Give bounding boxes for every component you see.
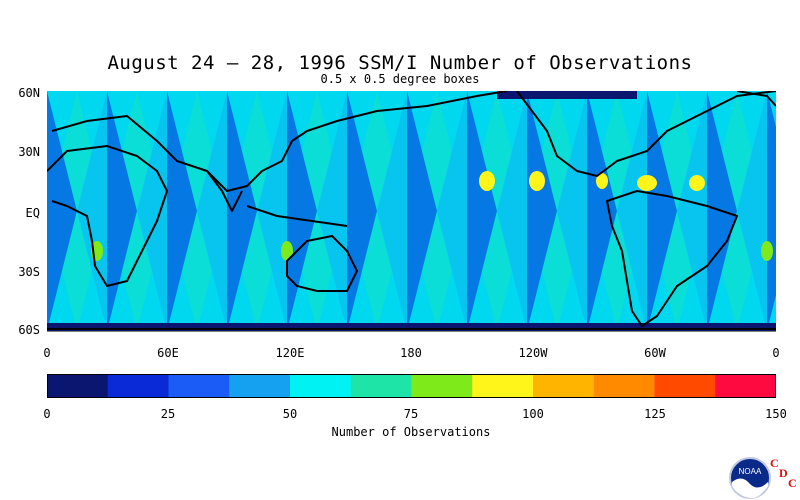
lon-label-120e: 120E <box>275 346 305 360</box>
lat-label-eq: EQ <box>25 206 40 220</box>
observation-map <box>47 91 776 331</box>
swath-pattern <box>47 91 776 331</box>
india-outline <box>206 170 243 212</box>
colorbar-segment <box>593 374 655 398</box>
indonesia-outline <box>246 205 348 227</box>
lon-label-120w: 120W <box>518 346 548 360</box>
colorbar-tick-50: 50 <box>282 407 298 421</box>
australia-outline <box>286 235 358 292</box>
colorbar-segment <box>533 374 595 398</box>
colorbar-segment <box>290 374 352 398</box>
lat-label-30n: 30N <box>18 145 40 159</box>
africa-outline <box>47 145 168 287</box>
high-count-spots <box>91 171 773 261</box>
cdc-logo-c2: C <box>788 476 797 490</box>
colorbar-segment <box>107 374 169 398</box>
coastlines <box>47 91 776 330</box>
colorbar <box>47 374 776 398</box>
lon-label-0: 0 <box>43 346 51 360</box>
lon-label-0-east: 0 <box>772 346 780 360</box>
lat-label-60n: 60N <box>18 86 40 100</box>
colorbar-tick-75: 75 <box>403 407 419 421</box>
noaa-logo-text: NOAA <box>739 467 762 476</box>
cdc-logo-d: D <box>779 466 788 480</box>
map-title: August 24 – 28, 1996 SSM/I Number of Obs… <box>107 52 693 74</box>
map-subtitle: 0.5 x 0.5 degree boxes <box>320 72 480 86</box>
colorbar-segment <box>47 374 109 398</box>
colorbar-tick-0: 0 <box>43 407 51 421</box>
colorbar-segment <box>472 374 534 398</box>
colorbar-segment <box>654 374 716 398</box>
colorbar-segment <box>411 374 473 398</box>
lon-label-180: 180 <box>400 346 422 360</box>
polar-band-south <box>47 323 776 331</box>
colorbar-tick-125: 125 <box>644 407 666 421</box>
colorbar-segment <box>168 374 230 398</box>
south-america-outline <box>606 190 738 327</box>
colorbar-tick-150: 150 <box>765 407 787 421</box>
cdc-logo-c1: C <box>770 456 779 470</box>
lon-label-60e: 60E <box>157 346 179 360</box>
north-america-outline <box>516 91 776 177</box>
noaa-logo: NOAA <box>729 457 771 499</box>
lat-label-60s: 60S <box>18 323 40 337</box>
polar-band-north <box>497 91 637 99</box>
colorbar-segment <box>229 374 291 398</box>
lat-label-30s: 30S <box>18 265 40 279</box>
colorbar-tick-100: 100 <box>522 407 544 421</box>
colorbar-segment <box>715 374 776 398</box>
europe-asia-outline <box>51 91 508 192</box>
lon-label-60w: 60W <box>644 346 666 360</box>
colorbar-label: Number of Observations <box>331 425 491 439</box>
greenland-outline <box>736 91 776 107</box>
colorbar-tick-25: 25 <box>160 407 176 421</box>
colorbar-segment <box>350 374 412 398</box>
lon-axis <box>47 331 776 332</box>
